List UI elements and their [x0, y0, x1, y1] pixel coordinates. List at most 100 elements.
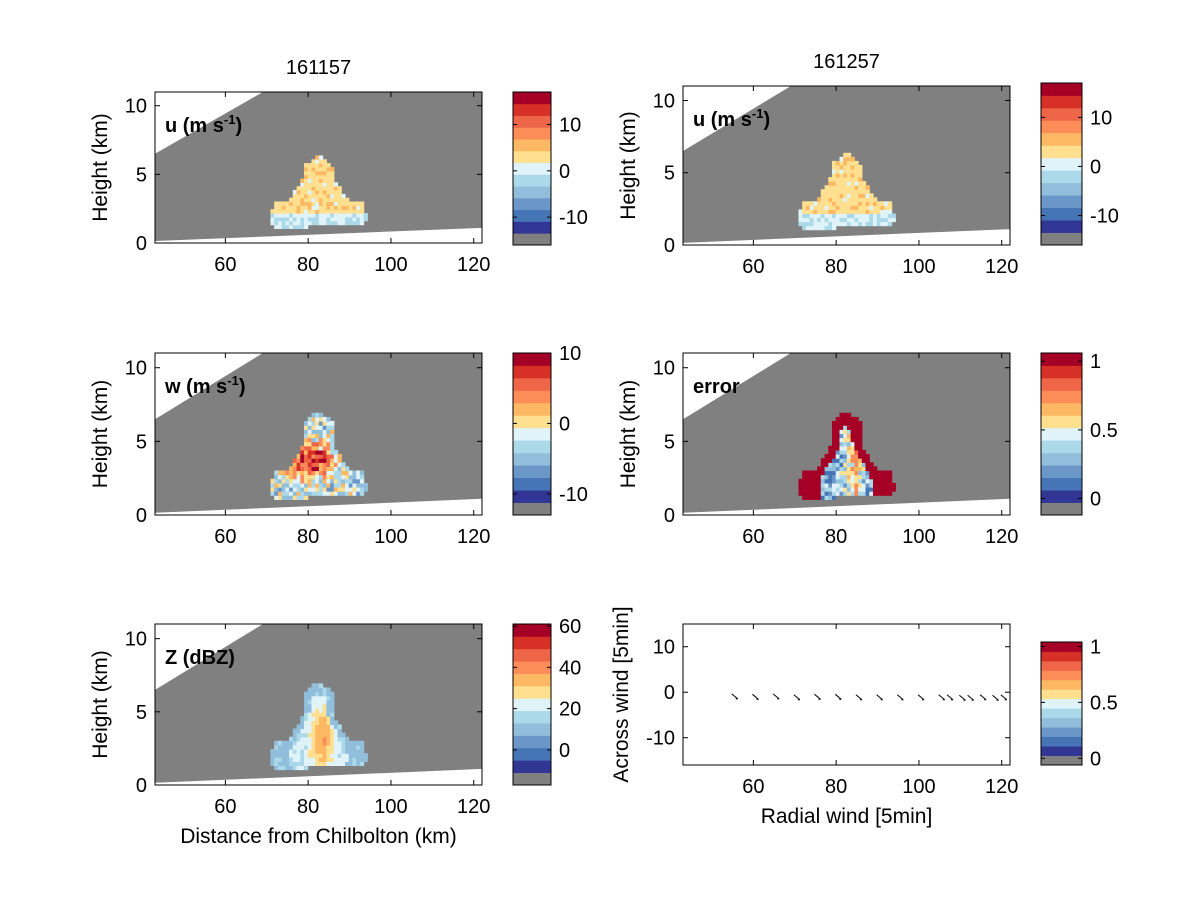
data-cell	[318, 433, 324, 439]
data-cell	[835, 197, 840, 202]
data-cell	[824, 189, 829, 194]
data-cell	[850, 201, 855, 206]
data-cell	[839, 421, 844, 426]
data-cell	[824, 466, 829, 472]
data-cell	[292, 495, 298, 500]
data-cell	[274, 205, 279, 210]
data-cell	[850, 478, 855, 484]
data-cell	[337, 757, 342, 762]
data-cell	[304, 454, 309, 459]
data-cell	[876, 213, 881, 219]
data-cell	[326, 441, 331, 447]
data-cell	[322, 478, 327, 484]
data-cell	[311, 708, 316, 713]
data-cell	[307, 466, 312, 472]
data-cell	[843, 441, 848, 447]
colorbar-segment	[1041, 465, 1082, 479]
data-cell	[315, 720, 320, 725]
wind-vector	[896, 694, 904, 701]
data-cell	[300, 749, 305, 754]
data-cell	[315, 699, 320, 705]
data-cell	[805, 225, 811, 231]
data-cell	[356, 740, 361, 746]
data-cell	[850, 433, 855, 439]
colorbar-segment	[513, 402, 551, 416]
data-cell	[869, 487, 874, 492]
colorbar-segment	[1041, 736, 1082, 747]
data-cell	[828, 495, 833, 500]
y-tick-label: 0	[664, 235, 675, 257]
data-cell	[820, 197, 826, 202]
data-cell	[304, 703, 309, 709]
colorbar-segment	[1041, 107, 1082, 121]
data-cell	[345, 478, 350, 484]
data-cell	[880, 205, 885, 210]
data-cell	[300, 757, 305, 762]
data-cell	[348, 757, 353, 762]
data-cell	[341, 474, 346, 480]
data-cell	[330, 178, 335, 183]
data-cell	[820, 205, 826, 210]
data-cell	[839, 412, 844, 418]
data-cell	[341, 205, 346, 210]
data-cell	[341, 761, 346, 766]
data-cell	[846, 466, 852, 472]
y-tick-label: 5	[136, 164, 147, 186]
data-cell	[359, 213, 365, 218]
data-cell	[839, 189, 844, 194]
data-cell	[843, 213, 848, 219]
data-cell	[300, 224, 305, 229]
data-cell	[307, 454, 312, 459]
data-cell	[843, 156, 848, 162]
data-cell	[326, 433, 331, 439]
data-cell	[330, 425, 335, 430]
data-cell	[850, 491, 855, 496]
data-cell	[356, 205, 361, 210]
data-cell	[824, 225, 829, 231]
axes-frame	[154, 91, 483, 244]
data-cell	[846, 156, 852, 162]
data-cell	[304, 433, 309, 439]
data-cell	[850, 169, 855, 174]
data-cell	[277, 470, 283, 476]
data-cell	[839, 177, 844, 182]
y-tick-label: 0	[136, 233, 147, 255]
data-cell	[326, 695, 331, 701]
x-tick-label: 100	[902, 776, 935, 798]
data-cell	[315, 416, 320, 422]
data-cell	[858, 470, 863, 476]
data-cell	[326, 193, 331, 199]
panel-label: u (m s-1)	[693, 106, 770, 131]
data-cell	[839, 470, 844, 476]
data-cell	[326, 416, 331, 422]
data-cell	[318, 155, 324, 160]
data-cell	[839, 181, 844, 186]
data-cell	[839, 437, 844, 443]
data-cell	[322, 163, 327, 168]
data-cell	[292, 765, 298, 771]
data-cell	[843, 491, 848, 496]
data-cell	[876, 470, 881, 476]
data-cell	[315, 744, 320, 750]
data-cell	[820, 487, 826, 492]
data-cell	[839, 425, 844, 430]
data-cell	[828, 193, 833, 198]
data-cell	[307, 478, 312, 484]
data-cell	[337, 466, 342, 472]
data-cell	[322, 449, 327, 455]
data-cell	[813, 205, 818, 210]
data-cell	[348, 491, 353, 496]
data-cell	[326, 458, 331, 463]
data-cell	[311, 190, 316, 195]
colorbar-tick-label: 0	[559, 413, 570, 435]
data-cell	[858, 193, 863, 198]
data-cell	[854, 185, 859, 190]
data-cell	[846, 193, 852, 198]
data-cell	[884, 491, 889, 496]
panel-title: 161257	[813, 51, 880, 73]
data-cell	[289, 474, 294, 480]
data-cell	[322, 458, 327, 463]
data-cell	[850, 437, 855, 443]
data-cell	[307, 209, 312, 214]
data-cell	[289, 205, 294, 210]
